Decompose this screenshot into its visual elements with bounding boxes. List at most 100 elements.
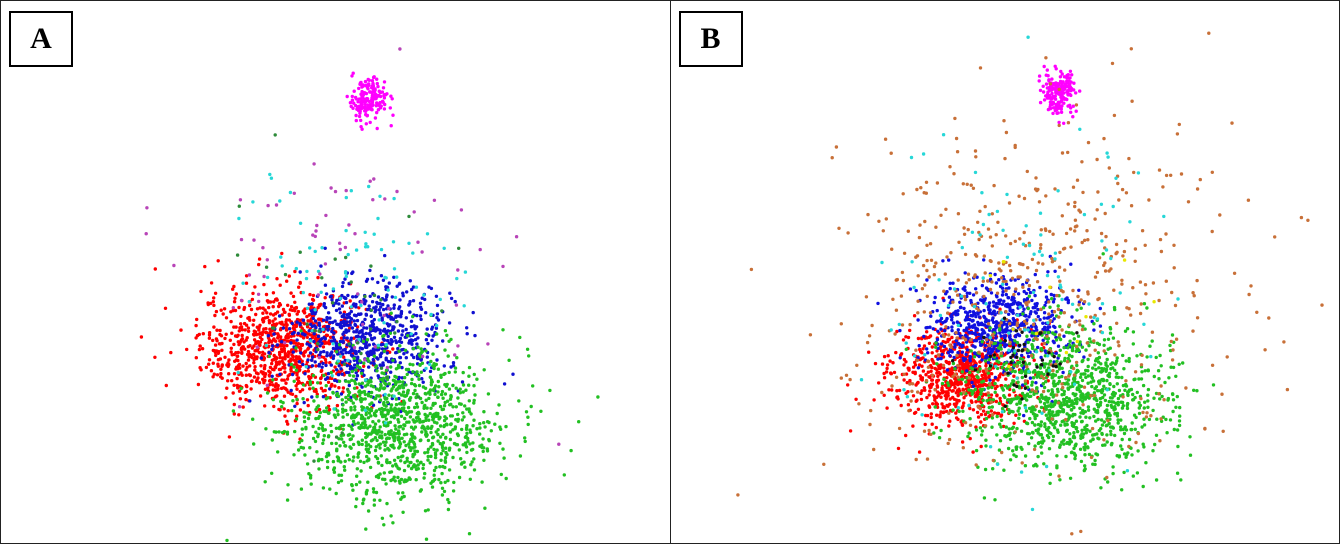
point xyxy=(1006,446,1010,451)
point xyxy=(461,370,465,375)
point xyxy=(433,412,437,416)
point xyxy=(894,389,899,393)
point xyxy=(412,355,416,360)
point xyxy=(367,365,371,369)
point xyxy=(439,392,444,397)
point xyxy=(1051,339,1055,343)
point xyxy=(481,437,485,441)
point xyxy=(244,338,248,342)
point xyxy=(989,409,993,413)
point xyxy=(961,396,966,400)
point xyxy=(449,422,453,427)
point xyxy=(420,361,425,365)
point xyxy=(260,337,264,342)
point xyxy=(1016,292,1020,296)
point xyxy=(1135,449,1140,453)
point xyxy=(940,391,944,395)
point xyxy=(436,428,440,432)
point xyxy=(1046,330,1050,335)
point xyxy=(1034,375,1039,379)
point xyxy=(317,457,321,461)
point xyxy=(391,347,395,351)
point xyxy=(450,414,454,418)
point xyxy=(335,447,339,451)
point xyxy=(354,482,359,487)
point xyxy=(577,420,581,424)
point xyxy=(399,414,404,418)
point xyxy=(986,360,990,365)
point xyxy=(947,388,951,392)
point xyxy=(329,186,333,190)
point xyxy=(1066,300,1070,305)
point xyxy=(139,335,144,339)
point xyxy=(983,467,987,472)
point xyxy=(400,365,404,370)
point xyxy=(362,326,366,330)
point xyxy=(401,380,405,384)
point xyxy=(310,395,314,399)
point xyxy=(303,453,307,457)
point xyxy=(327,411,331,415)
point xyxy=(935,402,939,406)
point xyxy=(283,357,287,361)
point xyxy=(389,370,393,374)
point xyxy=(938,356,943,361)
point xyxy=(411,251,415,255)
point xyxy=(345,320,349,324)
point xyxy=(315,394,319,399)
point xyxy=(402,440,406,444)
point xyxy=(944,391,948,395)
point xyxy=(369,264,373,268)
point xyxy=(333,189,338,194)
point xyxy=(344,274,348,279)
point xyxy=(404,383,408,387)
point xyxy=(227,435,232,439)
point xyxy=(331,303,336,308)
point xyxy=(448,430,453,434)
point xyxy=(967,325,971,329)
point xyxy=(1052,317,1056,321)
point xyxy=(375,126,379,131)
point xyxy=(221,312,225,316)
point xyxy=(375,81,379,86)
point xyxy=(1061,438,1065,442)
point xyxy=(486,342,490,346)
point xyxy=(397,467,402,471)
point xyxy=(357,86,361,91)
point xyxy=(268,382,272,387)
point xyxy=(378,442,383,446)
point xyxy=(1096,360,1100,364)
point xyxy=(358,480,362,484)
point xyxy=(278,344,283,348)
point xyxy=(448,397,453,401)
point xyxy=(432,415,436,419)
point xyxy=(267,373,271,377)
point xyxy=(405,290,409,294)
point xyxy=(973,314,978,319)
point xyxy=(930,402,934,406)
point xyxy=(261,330,265,334)
point xyxy=(360,381,365,385)
point xyxy=(225,386,229,390)
point xyxy=(465,424,469,428)
point xyxy=(370,79,375,83)
point xyxy=(408,439,412,444)
point xyxy=(1004,425,1008,429)
point xyxy=(472,398,476,403)
point xyxy=(958,358,963,362)
point xyxy=(328,487,332,491)
point xyxy=(334,441,338,446)
point xyxy=(292,358,296,362)
point xyxy=(251,200,255,204)
point xyxy=(1029,334,1034,338)
point xyxy=(527,354,531,358)
point xyxy=(284,318,289,322)
point xyxy=(974,428,978,432)
point xyxy=(1029,298,1034,303)
point xyxy=(340,437,344,441)
point xyxy=(163,306,168,310)
point xyxy=(328,295,333,299)
point xyxy=(333,378,337,383)
point xyxy=(387,281,391,285)
point xyxy=(388,470,392,474)
